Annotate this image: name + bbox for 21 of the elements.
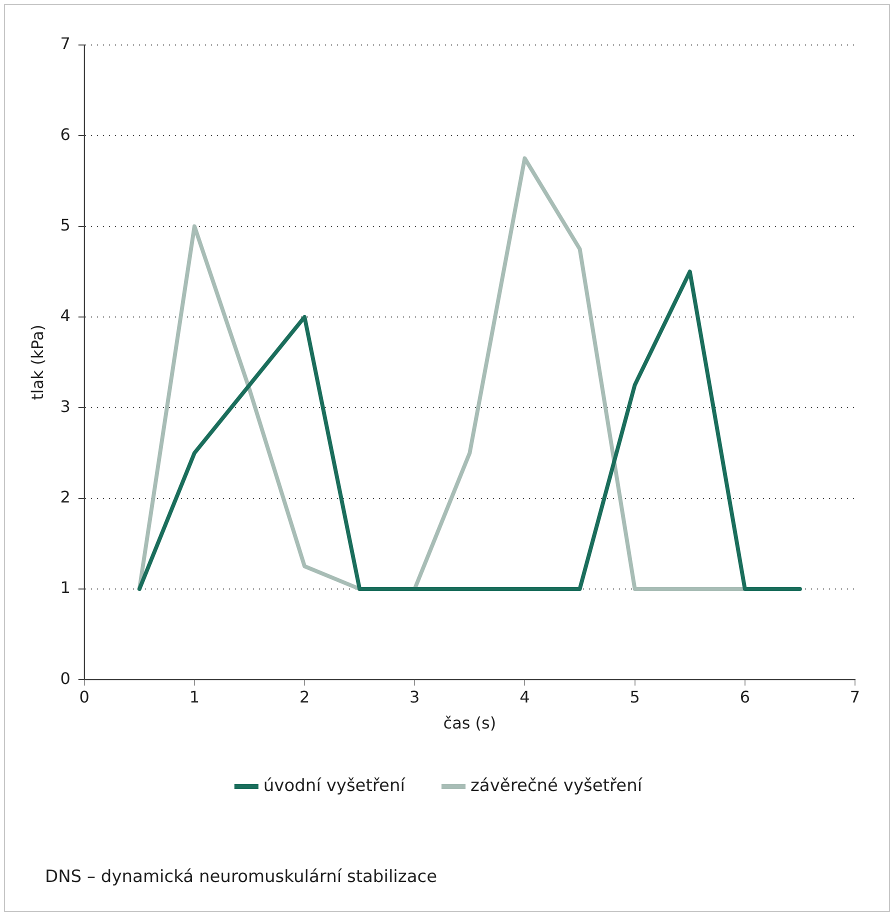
y-tick-label: 6 bbox=[60, 124, 70, 144]
y-tick-label: 7 bbox=[60, 34, 70, 54]
y-tick-label: 0 bbox=[60, 668, 70, 688]
x-tick-label: 2 bbox=[299, 687, 310, 706]
x-tick-label: 3 bbox=[410, 687, 420, 706]
x-axis-title: čas (s) bbox=[443, 714, 496, 733]
legend-label: závěrečné vyšetření bbox=[470, 776, 644, 796]
y-tick-label: 2 bbox=[60, 487, 70, 506]
x-tick-label: 1 bbox=[189, 687, 200, 706]
y-tick-label: 5 bbox=[60, 215, 70, 234]
legend-label: úvodní vyšetření bbox=[263, 776, 406, 796]
x-tick-label: 4 bbox=[520, 687, 530, 706]
x-tick-label: 5 bbox=[630, 687, 640, 706]
x-tick-label: 7 bbox=[850, 687, 860, 706]
x-tick-label: 0 bbox=[79, 687, 90, 706]
y-tick-label: 1 bbox=[60, 578, 70, 598]
y-tick-label: 3 bbox=[60, 396, 70, 416]
x-tick-label: 6 bbox=[740, 687, 750, 706]
y-axis-title: tlak (kPa) bbox=[28, 324, 47, 400]
y-tick-label: 4 bbox=[60, 306, 70, 326]
text: DNS – dynamická neuromuskulární stabilizace bbox=[45, 867, 438, 887]
